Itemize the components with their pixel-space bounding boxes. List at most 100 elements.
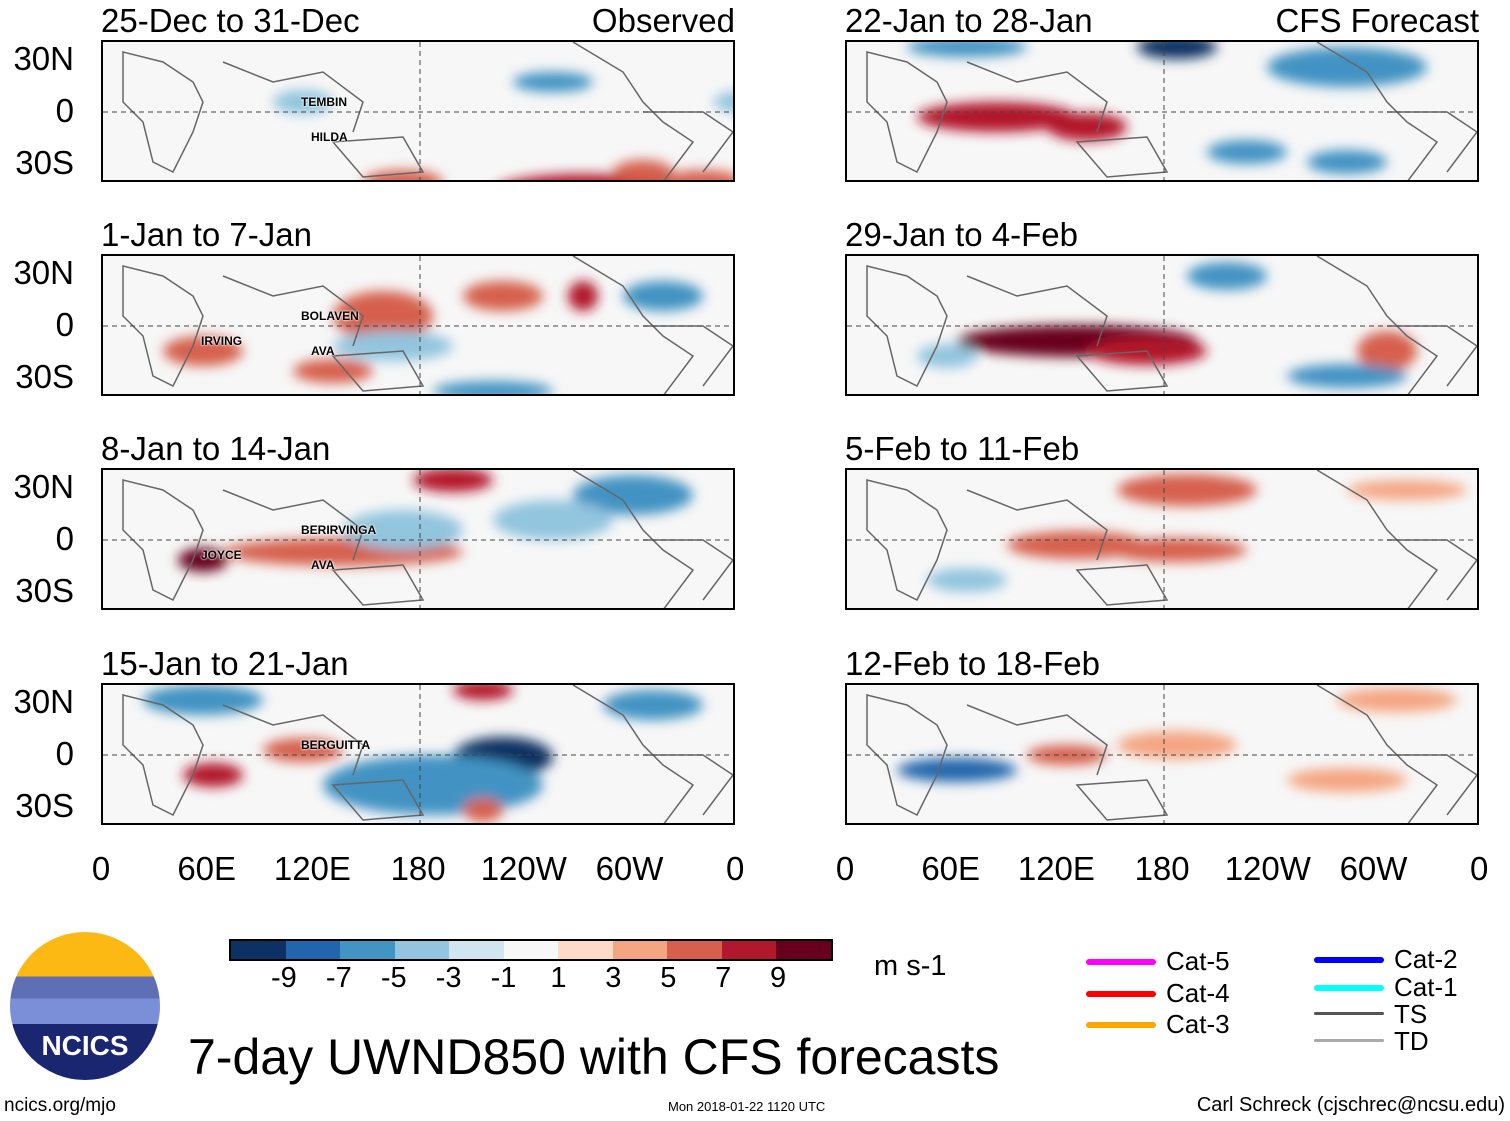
colorbar-swatch: [776, 941, 832, 959]
wind-anomaly-region: [1287, 364, 1407, 388]
wind-anomaly-region: [613, 160, 673, 180]
panel-title: 15-Jan to 21-Jan: [101, 645, 349, 682]
storm-label: TEMBIN: [301, 95, 347, 109]
storm-label: HILDA: [311, 130, 348, 144]
map-panel: [845, 254, 1479, 396]
wind-anomaly-region: [263, 738, 343, 762]
lat-tick-label: 0: [55, 520, 74, 557]
footer-timestamp: Mon 2018-01-22 1120 UTC: [668, 1099, 826, 1114]
legend-line-cat-1: [1314, 985, 1384, 991]
wind-anomaly-region: [663, 170, 733, 180]
wind-anomaly-region: [183, 763, 243, 787]
lon-tick-label: 180: [1134, 850, 1190, 887]
wind-anomaly-region: [513, 72, 593, 92]
map-panel: [845, 683, 1479, 825]
wind-anomaly-region: [603, 690, 703, 720]
wind-anomaly-region: [333, 291, 433, 341]
panel-title: 12-Feb to 18-Feb: [845, 645, 1100, 682]
panel-title: 22-Jan to 28-Jan: [845, 2, 1093, 39]
colorbar-tick-label: 5: [660, 962, 677, 994]
storm-label: IRVING: [201, 334, 243, 348]
wind-anomaly-region: [1207, 140, 1287, 164]
map-panel: [101, 683, 735, 825]
wind-anomaly-region: [1287, 768, 1407, 792]
colorbar-tick-label: -3: [435, 962, 462, 994]
panel-source-label: Observed: [591, 2, 735, 39]
lon-tick-label: 0: [835, 850, 855, 887]
wind-anomaly-region: [453, 685, 513, 700]
lon-tick-label: 120E: [273, 850, 351, 887]
colorbar-tick-label: 7: [715, 962, 732, 994]
wind-anomaly-region: [1337, 688, 1457, 712]
lat-tick-label: 0: [55, 306, 74, 343]
colorbar-tick-label: 9: [770, 962, 787, 994]
colorbar-swatch: [721, 941, 777, 959]
lon-tick-label: 0: [726, 850, 745, 887]
lat-tick-label: 30N: [13, 683, 74, 720]
legend-line-cat-3: [1086, 1022, 1156, 1028]
wind-anomaly-region: [1357, 331, 1417, 371]
legend-line-cat-4: [1086, 991, 1156, 997]
colorbar-tick-label: 1: [550, 962, 567, 994]
colorbar-swatch: [667, 941, 722, 959]
wind-anomaly-region: [413, 470, 493, 492]
legend-line-ts: [1314, 1012, 1384, 1015]
storm-label: BERIRVINGA: [301, 523, 377, 537]
colorbar-swatch: [558, 941, 613, 959]
wind-anomaly-region: [568, 281, 598, 311]
legend-line-cat-2: [1314, 957, 1384, 963]
wind-anomaly-region: [463, 798, 503, 822]
storm-label: BOLAVEN: [301, 309, 359, 323]
wind-anomaly-region: [163, 336, 243, 366]
wind-anomaly-region: [917, 102, 1077, 132]
colorbar-swatch: [449, 941, 504, 959]
lon-tick-label: 0: [91, 850, 111, 887]
map-panel: [101, 40, 735, 182]
wind-anomaly-region: [1137, 42, 1217, 59]
wind-anomaly-region: [273, 90, 333, 114]
colorbar-swatch: [612, 941, 668, 959]
footer-author: Carl Schreck (cjschrec@ncsu.edu): [1196, 1094, 1505, 1116]
storm-label: JOYCE: [201, 548, 242, 562]
lat-tick-label: 30S: [15, 572, 74, 609]
storm-label: BERGUITTA: [301, 738, 371, 752]
lat-tick-label: 30S: [15, 144, 74, 181]
footer-url: ncics.org/mjo: [4, 1095, 116, 1116]
legend-label: Cat-2: [1394, 944, 1458, 974]
panel-title: 29-Jan to 4-Feb: [845, 216, 1078, 253]
lon-tick-label: 0: [1470, 850, 1489, 887]
colorbar-tick-label: -1: [490, 962, 517, 994]
panel-title: 5-Feb to 11-Feb: [845, 430, 1080, 467]
wind-anomaly-region: [333, 331, 453, 361]
lat-tick-label: 30N: [13, 468, 74, 505]
map-panel: [101, 468, 735, 610]
legend-label: TS: [1394, 999, 1428, 1029]
wind-anomaly-region: [1117, 731, 1237, 759]
colorbar-tick-label: -7: [325, 962, 352, 994]
colorbar-swatch: [503, 941, 559, 959]
wind-anomaly-region: [493, 500, 613, 540]
units-label: m s-1: [874, 950, 947, 982]
colorbar-swatch: [231, 941, 286, 959]
wind-anomaly-region: [897, 758, 1017, 782]
colorbar: [229, 939, 833, 961]
storm-label: AVA: [311, 344, 335, 358]
lat-tick-label: 30N: [13, 40, 74, 77]
panel-title: 8-Jan to 14-Jan: [101, 430, 331, 467]
wind-anomaly-region: [463, 281, 543, 311]
lon-tick-label: 60E: [177, 850, 237, 887]
map-panel: [101, 254, 735, 396]
lon-tick-label: 180: [390, 850, 446, 887]
wind-anomaly-region: [917, 344, 977, 368]
wind-anomaly-region: [573, 475, 693, 515]
wind-anomaly-region: [1047, 113, 1127, 141]
legend-line-td: [1314, 1039, 1384, 1042]
wind-anomaly-region: [433, 381, 553, 394]
wind-anomaly-region: [143, 685, 263, 715]
lat-tick-label: 30S: [15, 787, 74, 824]
lon-tick-label: 120W: [480, 850, 567, 887]
lon-tick-label: 60E: [921, 850, 981, 887]
colorbar-tick-label: -5: [380, 962, 407, 994]
lon-tick-label: 120W: [1224, 850, 1311, 887]
legend-label: Cat-1: [1394, 972, 1458, 1002]
